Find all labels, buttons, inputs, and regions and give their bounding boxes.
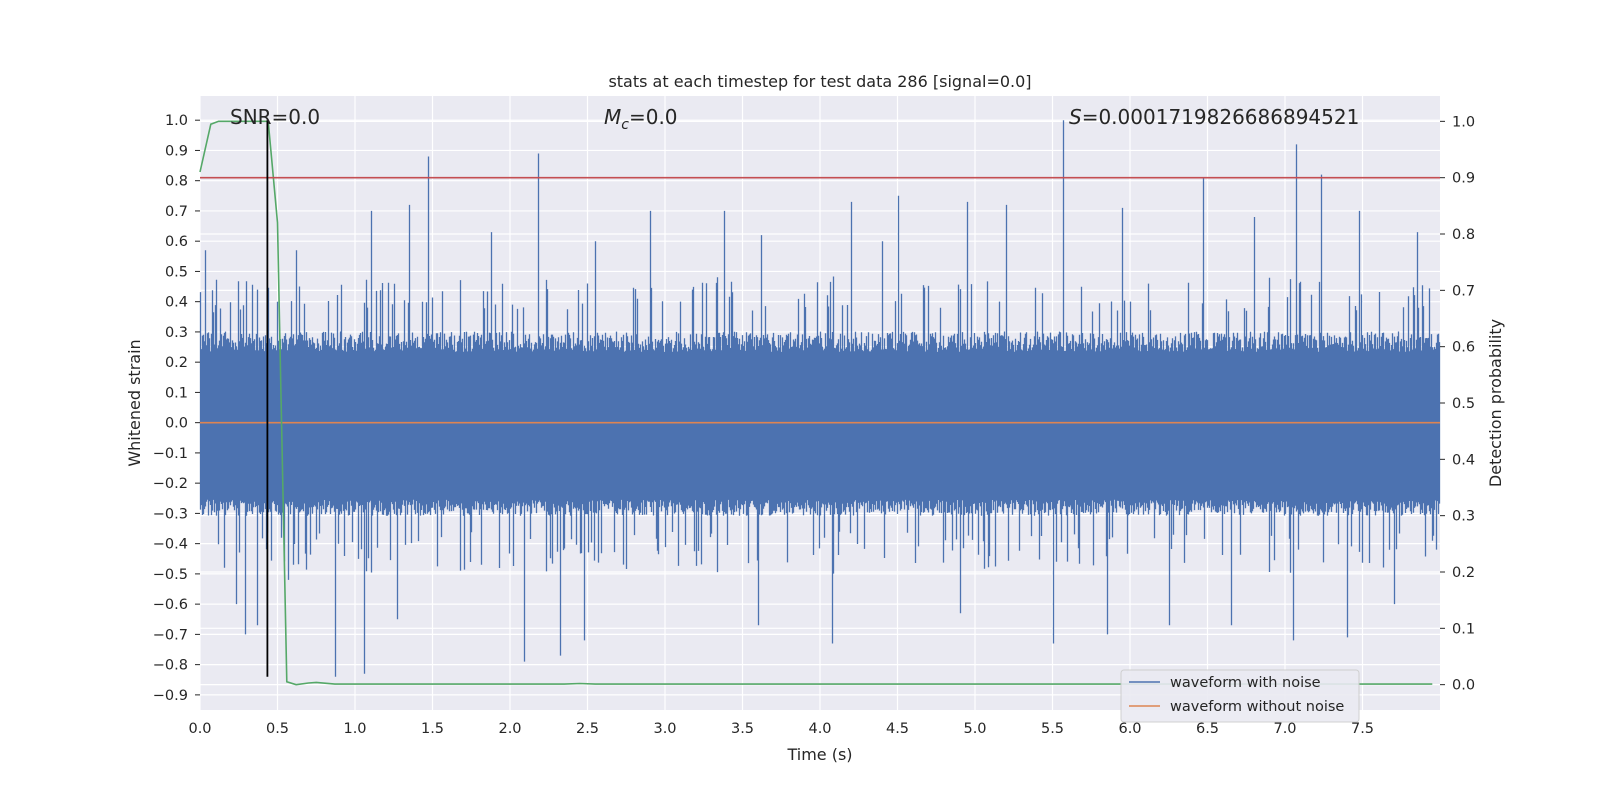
x-tick-label: 1.0 [343, 721, 366, 737]
y-tick-label: −0.9 [153, 688, 188, 704]
y-tick-label: 0.4 [165, 295, 188, 311]
legend-box [1120, 669, 1360, 723]
chirp-mass-symbol: M [604, 105, 621, 129]
y-tick-label: 0.9 [165, 143, 188, 159]
y-axis-label: Whitened strain [125, 339, 144, 466]
legend-label-waveform-without-noise: waveform without noise [1170, 699, 1344, 715]
x-tick-label: 7.0 [1273, 721, 1296, 737]
chart-title: stats at each timestep for test data 286… [608, 72, 1031, 91]
score-symbol: S [1069, 105, 1082, 129]
y-tick-label: 0.5 [165, 264, 188, 280]
x-tick-label: 6.5 [1196, 721, 1219, 737]
y-right-tick-label: 0.9 [1452, 171, 1475, 187]
y-right-tick-label: 0.7 [1452, 283, 1475, 299]
x-tick-label: 4.5 [886, 721, 909, 737]
chirp-mass-value: =0.0 [629, 105, 678, 129]
y-tick-label: −0.1 [153, 446, 188, 462]
x-tick-label: 0.0 [188, 721, 211, 737]
y-right-tick-label: 0.3 [1452, 509, 1475, 525]
x-tick-label: 4.0 [808, 721, 831, 737]
y-right-axis-label: Detection probability [1486, 319, 1505, 487]
chirp-mass-subscript: c [621, 117, 629, 133]
legend-label-waveform-with-noise: waveform with noise [1170, 675, 1321, 691]
y-tick-label: 1.0 [165, 113, 188, 129]
y-tick-labels: 1.0 0.9 0.8 0.7 0.6 0.5 0.4 0.3 0.2 0.1 0.0 −0.1 −0.… [153, 113, 200, 704]
score-annotation: S=0.0001719826686894521 [1069, 105, 1359, 129]
y-tick-label: 0.1 [165, 385, 188, 401]
y-tick-label: −0.6 [153, 597, 188, 613]
y-right-tick-label: 0.8 [1452, 227, 1475, 243]
x-tick-label: 3.5 [731, 721, 754, 737]
x-tick-label: 0.5 [266, 721, 289, 737]
y-tick-label: −0.2 [153, 476, 188, 492]
y-tick-label: 0.0 [165, 416, 188, 432]
x-tick-label: 7.5 [1351, 721, 1374, 737]
y-tick-label: 0.6 [165, 234, 188, 250]
y-right-tick-label: 0.6 [1452, 340, 1475, 356]
y-right-tick-label: 0.4 [1452, 452, 1475, 468]
y-tick-label: 0.2 [165, 355, 188, 371]
score-value: =0.0001719826686894521 [1082, 105, 1360, 129]
y-right-tick-labels: 1.0 0.9 0.8 0.7 0.6 0.5 0.4 0.3 0.2 0.1 0.0 [1440, 114, 1475, 694]
x-tick-label: 3.0 [653, 721, 676, 737]
y-right-tick-label: 1.0 [1452, 114, 1475, 130]
x-tick-labels: 0.0 0.5 1.0 1.5 2.0 2.5 3.0 3.5 4.0 4.5 5.0 5.5 6.0 6… [188, 721, 1374, 737]
x-tick-label: 6.0 [1118, 721, 1141, 737]
series-line-2 [199, 120, 1433, 686]
y-right-tick-label: 0.0 [1452, 678, 1475, 694]
x-tick-label: 1.5 [421, 721, 444, 737]
y-tick-label: 0.7 [165, 204, 188, 220]
x-tick-label: 5.5 [1041, 721, 1064, 737]
series-layer [199, 120, 1441, 686]
y-tick-label: −0.5 [153, 567, 188, 583]
y-tick-label: −0.8 [153, 658, 188, 674]
y-tick-label: 0.3 [165, 325, 188, 341]
y-tick-label: −0.3 [153, 506, 188, 522]
chirp-mass-annotation: Mc=0.0 [604, 105, 678, 133]
x-axis-label: Time (s) [786, 745, 852, 764]
x-tick-label: 5.0 [963, 721, 986, 737]
y-tick-label: 0.8 [165, 174, 188, 190]
y-tick-label: −0.4 [153, 537, 188, 553]
snr-annotation: SNR=0.0 [230, 105, 320, 129]
y-right-tick-label: 0.5 [1452, 396, 1475, 412]
x-tick-label: 2.5 [576, 721, 599, 737]
y-right-tick-label: 0.1 [1452, 621, 1475, 637]
legend: waveform with noise waveform without noi… [1120, 669, 1360, 723]
y-right-tick-label: 0.2 [1452, 565, 1475, 581]
y-tick-label: −0.7 [153, 627, 188, 643]
x-tick-label: 2.0 [498, 721, 521, 737]
